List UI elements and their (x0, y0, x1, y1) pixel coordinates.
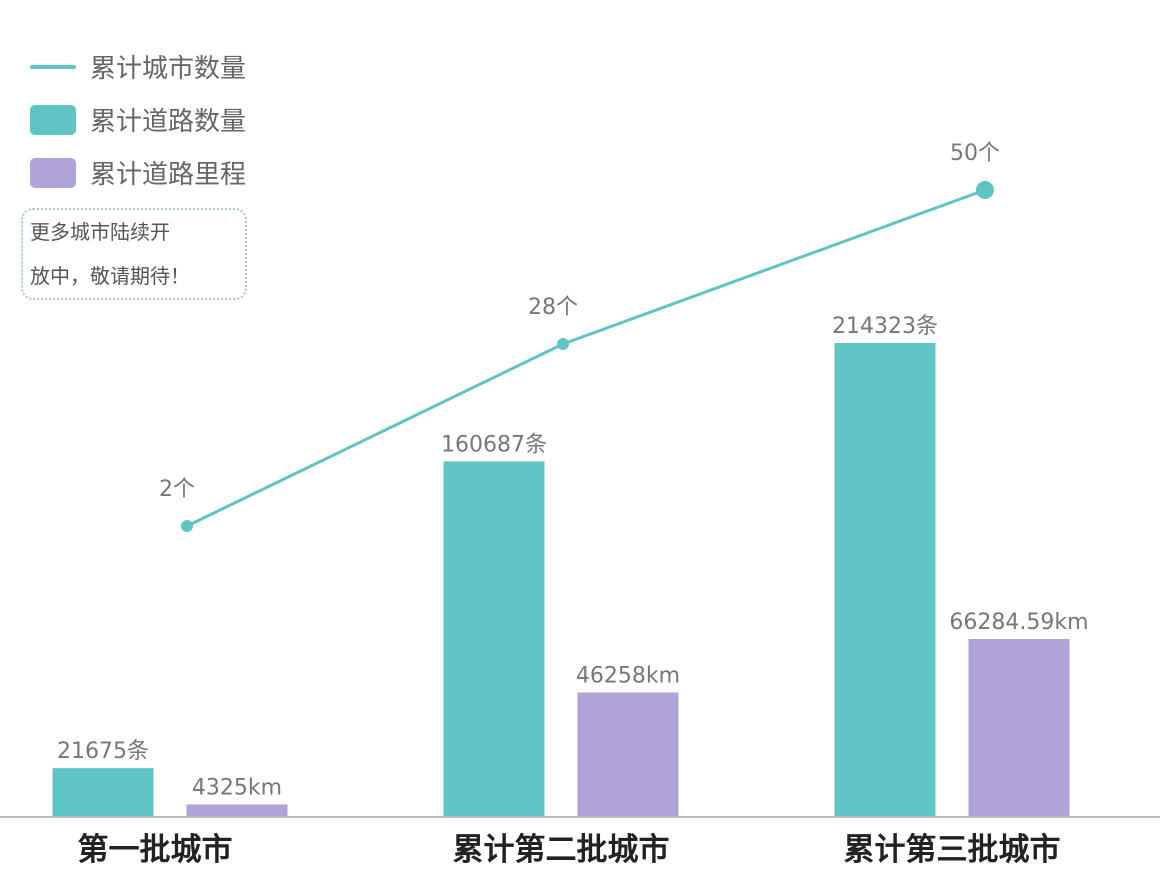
bar-road-length (968, 639, 1070, 816)
note-line: 放中，敬请期待！ (30, 264, 190, 288)
legend-label: 累计城市数量 (90, 54, 247, 84)
line-point (181, 520, 193, 532)
data-label: 4325km (192, 775, 282, 800)
line-label: 2个 (159, 477, 195, 502)
line-label: 28个 (528, 295, 578, 320)
legend-purple-swatch (30, 157, 76, 188)
data-label: 160687条 (441, 432, 547, 457)
bar-road-count (834, 343, 936, 816)
note-box: 更多城市陆续开 放中，敬请期待！ (21, 208, 247, 300)
legend-item-road-count[interactable]: 累计道路数量 (30, 93, 246, 146)
category-label: 累计第三批城市 (844, 832, 1061, 868)
line-point (976, 181, 994, 199)
legend-teal-swatch (30, 104, 76, 135)
legend-label: 累计道路里程 (90, 160, 247, 190)
category-label: 累计第二批城市 (453, 832, 670, 868)
bar-road-count (443, 461, 545, 816)
data-label: 21675条 (57, 739, 149, 764)
category-label: 第一批城市 (78, 832, 233, 868)
legend-item-city-count[interactable]: 累计城市数量 (30, 40, 246, 93)
data-label: 214323条 (832, 314, 938, 339)
bar-road-count (52, 768, 154, 816)
legend-label: 累计道路数量 (90, 107, 247, 137)
line-label: 50个 (950, 141, 1000, 166)
data-label: 66284.59km (949, 610, 1088, 635)
data-label: 46258km (576, 663, 680, 688)
legend: 累计城市数量 累计道路数量 累计道路里程 (30, 40, 246, 199)
note-line: 更多城市陆续开 (30, 220, 170, 244)
legend-line-swatch (30, 64, 76, 69)
bar-road-length (186, 804, 288, 816)
line-point (557, 338, 569, 350)
legend-item-road-length[interactable]: 累计道路里程 (30, 146, 246, 199)
bar-road-length (577, 692, 679, 816)
